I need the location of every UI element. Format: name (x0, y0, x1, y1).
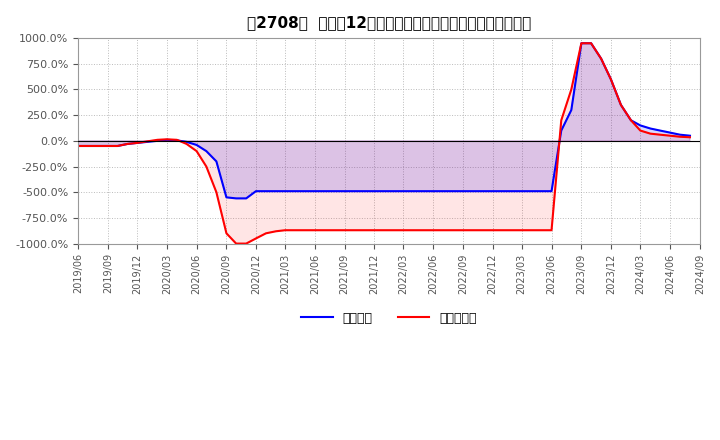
Line: 経常利益: 経常利益 (78, 43, 690, 198)
Legend: 経常利益, 当期純利益: 経常利益, 当期純利益 (297, 307, 482, 330)
Title: ［2708］  利益の12か月移動合計の対前年同期増減率の推移: ［2708］ 利益の12か月移動合計の対前年同期増減率の推移 (247, 15, 531, 30)
Line: 当期純利益: 当期純利益 (78, 43, 690, 244)
